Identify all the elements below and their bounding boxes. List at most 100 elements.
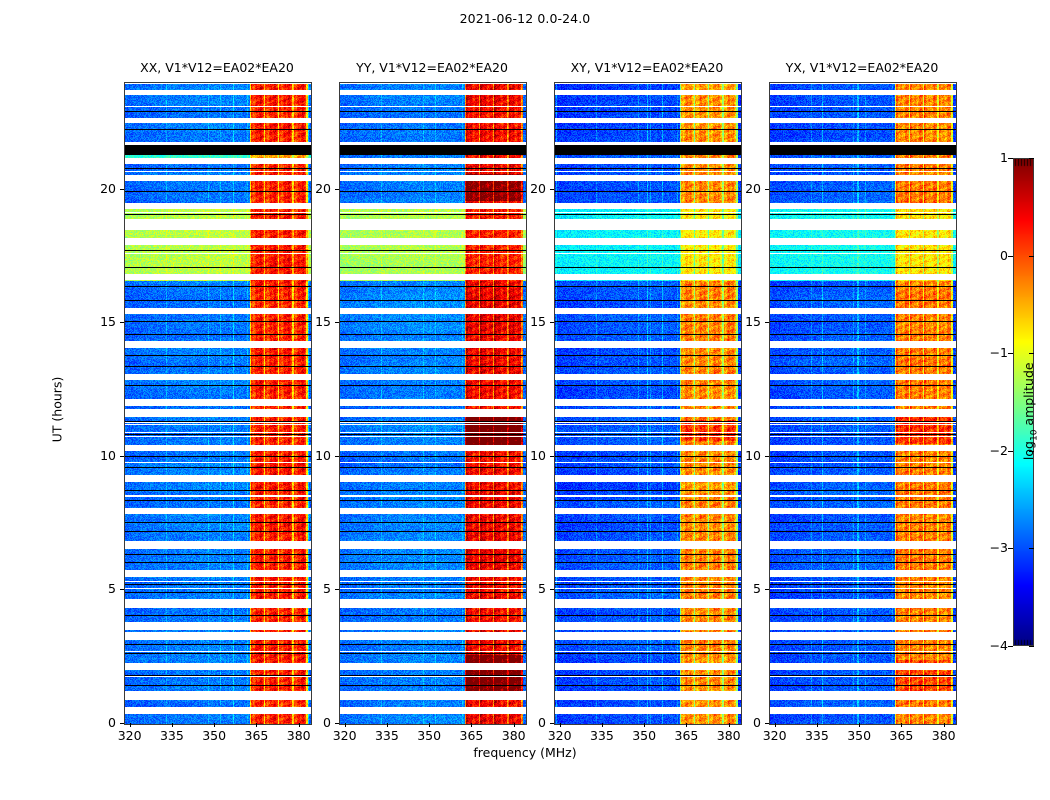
- y-tickmark: [550, 455, 554, 457]
- colorbar-tickmark-inner: [1029, 646, 1034, 647]
- x-tick-label: 365: [459, 728, 484, 743]
- y-tickmark: [335, 723, 339, 724]
- x-tickmark: [816, 723, 818, 727]
- y-tickmark: [550, 322, 554, 324]
- x-tickmark: [686, 723, 688, 727]
- x-tickmark: [728, 723, 730, 727]
- x-tick-label: 380: [286, 728, 311, 743]
- panel-title-yy: YY, V1*V12=EA02*EA20: [356, 60, 508, 75]
- colorbar-tickmark: [1008, 353, 1013, 355]
- y-tickmark: [120, 589, 124, 591]
- x-tick-label: 380: [716, 728, 741, 743]
- x-tick-label: 380: [931, 728, 956, 743]
- panel-title-xx: XX, V1*V12=EA02*EA20: [140, 60, 294, 75]
- x-tickmark: [471, 723, 473, 727]
- waterfall-panel-xx[interactable]: [124, 82, 312, 725]
- y-tick-label: 10: [530, 447, 546, 463]
- colorbar-tickmark: [1008, 158, 1013, 159]
- y-tickmark: [120, 455, 124, 457]
- x-tick-label: 335: [374, 728, 399, 743]
- waterfall-image-xy: [555, 83, 741, 724]
- y-tickmark: [335, 188, 339, 190]
- colorbar-tick-label: −1: [989, 345, 1008, 361]
- y-tick-label: 0: [323, 715, 331, 730]
- x-tick-label: 365: [889, 728, 914, 743]
- y-tickmark: [120, 188, 124, 190]
- colorbar: [1013, 158, 1034, 646]
- y-tickmark: [550, 723, 554, 724]
- y-tick-label: 5: [753, 581, 761, 597]
- x-tickmark: [129, 723, 131, 727]
- colorbar-tickmark-inner: [1029, 255, 1034, 257]
- colorbar-gradient: [1014, 159, 1033, 645]
- x-tickmark: [901, 723, 903, 727]
- y-tick-label: 0: [108, 715, 116, 730]
- x-tickmark: [943, 723, 945, 727]
- x-tick-label: 335: [589, 728, 614, 743]
- y-tickmark: [765, 322, 769, 324]
- figure-suptitle: 2021-06-12 0.0-24.0: [459, 11, 591, 26]
- colorbar-tick-label: −2: [989, 442, 1008, 458]
- x-tickmark: [214, 723, 216, 727]
- y-tick-label: 15: [315, 314, 331, 330]
- colorbar-tick-label: −4: [989, 638, 1008, 653]
- x-tick-label: 380: [501, 728, 526, 743]
- colorbar-tickmark: [1008, 450, 1013, 452]
- y-tickmark: [335, 589, 339, 591]
- x-tick-label: 320: [332, 728, 357, 743]
- y-tick-label: 10: [315, 447, 331, 463]
- x-tick-label: 365: [244, 728, 269, 743]
- x-tickmark: [298, 723, 300, 727]
- x-tick-label: 320: [762, 728, 787, 743]
- y-tick-label: 20: [100, 180, 116, 196]
- y-axis-label: UT (hours): [49, 376, 65, 443]
- waterfall-panel-yy[interactable]: [339, 82, 527, 725]
- colorbar-tickmark: [1008, 255, 1013, 257]
- y-tick-label: 10: [745, 447, 761, 463]
- y-tickmark: [765, 723, 769, 724]
- x-tickmark: [386, 723, 388, 727]
- x-tickmark: [256, 723, 258, 727]
- x-tickmark: [344, 723, 346, 727]
- x-tickmark: [429, 723, 431, 727]
- x-axis-label: frequency (MHz): [473, 745, 577, 760]
- waterfall-panel-yx[interactable]: [769, 82, 957, 725]
- y-tick-label: 20: [530, 180, 546, 196]
- x-tickmark: [513, 723, 515, 727]
- colorbar-tick-label: −3: [989, 540, 1008, 556]
- waterfall-panel-xy[interactable]: [554, 82, 742, 725]
- x-tick-label: 350: [202, 728, 227, 743]
- colorbar-tickmark-inner: [1029, 548, 1034, 550]
- panel-title-yx: YX, V1*V12=EA02*EA20: [785, 60, 939, 75]
- colorbar-tickmark-inner: [1029, 158, 1034, 159]
- y-tick-label: 5: [323, 581, 331, 597]
- x-tickmark: [859, 723, 861, 727]
- y-tickmark: [120, 322, 124, 324]
- y-tick-label: 15: [530, 314, 546, 330]
- y-tick-label: 0: [753, 715, 761, 730]
- colorbar-tickmark: [1008, 646, 1013, 647]
- x-tick-label: 350: [417, 728, 442, 743]
- x-tick-label: 320: [547, 728, 572, 743]
- y-tickmark: [550, 589, 554, 591]
- colorbar-tickmark-inner: [1029, 353, 1034, 355]
- x-tickmark: [171, 723, 173, 727]
- y-tickmark: [765, 188, 769, 190]
- colorbar-label: log10 amplitude: [1020, 362, 1040, 461]
- x-tick-label: 365: [674, 728, 699, 743]
- y-tick-label: 20: [315, 180, 331, 196]
- y-tick-label: 5: [108, 581, 116, 597]
- y-tickmark: [335, 322, 339, 324]
- waterfall-image-yy: [340, 83, 526, 724]
- x-tick-label: 335: [159, 728, 184, 743]
- y-tickmark: [550, 188, 554, 190]
- waterfall-image-xx: [125, 83, 311, 724]
- y-tick-label: 10: [100, 447, 116, 463]
- x-tickmark: [601, 723, 603, 727]
- x-tick-label: 350: [847, 728, 872, 743]
- x-tick-label: 320: [117, 728, 142, 743]
- x-tick-label: 350: [632, 728, 657, 743]
- colorbar-tickmark: [1008, 548, 1013, 550]
- x-tick-label: 335: [804, 728, 829, 743]
